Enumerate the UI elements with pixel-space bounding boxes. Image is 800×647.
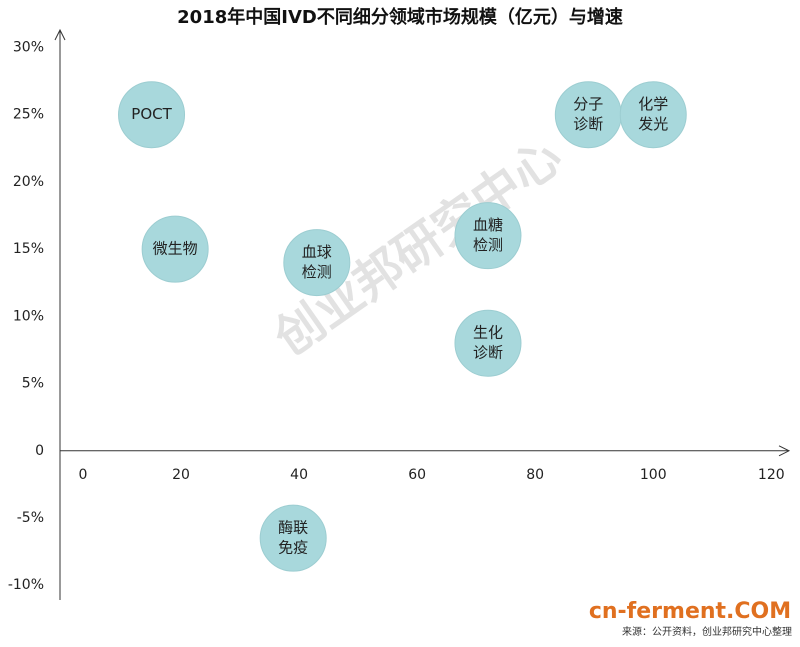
bubble: [283, 229, 351, 297]
x-tick-label: 100: [640, 467, 667, 483]
bubble-label: 发光: [638, 115, 668, 133]
source-note: 来源：公开资料，创业邦研究中心整理: [622, 625, 792, 638]
bubble: [259, 504, 327, 572]
y-tick-label: 30%: [13, 39, 44, 55]
bubble-label: 检测: [302, 263, 332, 281]
x-tick-label: 60: [408, 467, 426, 483]
bubble: [454, 309, 522, 377]
bubble-label: 微生物: [153, 240, 198, 258]
bubble-label: 诊断: [573, 115, 603, 133]
bubble: [141, 215, 209, 283]
y-tick-label: 25%: [13, 107, 44, 123]
bubble-label: 血糖: [473, 216, 503, 234]
x-tick-label: 20: [172, 467, 190, 483]
bubble-label: POCT: [131, 105, 172, 123]
bubble-label: 生化: [473, 324, 503, 342]
bubble: [454, 202, 522, 270]
bubble-label: 酶联: [278, 519, 308, 537]
x-tick-label: 120: [758, 467, 785, 483]
x-tick-label: 40: [290, 467, 308, 483]
y-tick-label: 0: [35, 443, 44, 459]
bubble-label: 化学: [638, 95, 668, 113]
bubble: [118, 81, 186, 149]
y-axis-arrow: [54, 28, 66, 41]
x-axis-arrow: [778, 445, 791, 457]
y-tick-label: 10%: [13, 308, 44, 324]
bubble-label: 血球: [302, 243, 332, 261]
y-tick-label: -10%: [8, 577, 44, 593]
x-tick-label: 0: [79, 467, 88, 483]
bubble-label: 诊断: [473, 344, 503, 362]
bubble-label: 免疫: [278, 539, 308, 557]
bubble: [619, 81, 687, 149]
y-tick-label: 5%: [22, 376, 44, 392]
chart-title: 2018年中国IVD不同细分领域市场规模（亿元）与增速: [177, 6, 623, 28]
bubble-label: 分子: [573, 95, 603, 113]
bubble-label: 检测: [473, 236, 503, 254]
x-tick-label: 80: [526, 467, 544, 483]
y-tick-label: -5%: [17, 510, 44, 526]
y-tick-label: 15%: [13, 241, 44, 257]
logo: cn-ferment.COM: [589, 599, 791, 624]
y-tick-label: 20%: [13, 174, 44, 190]
